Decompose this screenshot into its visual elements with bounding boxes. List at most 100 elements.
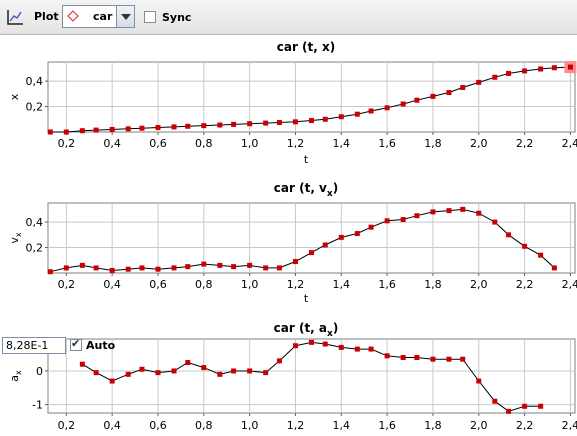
x-tick-label: 2,4 bbox=[562, 419, 577, 432]
data-point bbox=[93, 370, 99, 376]
data-point bbox=[384, 218, 390, 224]
x-tick-label: 0,6 bbox=[149, 419, 167, 432]
y-tick-label: 0,4 bbox=[26, 216, 44, 229]
y-tick-label: -1 bbox=[32, 399, 43, 412]
data-point bbox=[139, 366, 145, 372]
plot-chart-icon[interactable] bbox=[6, 8, 24, 26]
data-point bbox=[276, 265, 282, 271]
object-select[interactable]: car bbox=[62, 5, 135, 28]
data-point bbox=[476, 210, 482, 216]
data-point bbox=[309, 339, 314, 345]
x-tick-label: 1,6 bbox=[378, 137, 396, 150]
axis-max-input[interactable] bbox=[2, 337, 66, 354]
data-point bbox=[292, 119, 298, 125]
auto-checkbox[interactable] bbox=[70, 337, 82, 351]
data-point bbox=[109, 267, 115, 273]
plot-frame bbox=[47, 202, 576, 274]
data-point bbox=[217, 371, 223, 377]
data-point bbox=[538, 403, 544, 409]
x-tick-label: 0,2 bbox=[58, 137, 76, 150]
x-axis-label: t bbox=[304, 153, 309, 166]
plot-vx[interactable]: 0,2 0,4 0,6 0,8 1,0 1,2 1,4 1,6 1,8 2,0 2,2 2,4 0,2 0… bbox=[8, 181, 577, 305]
data-point bbox=[430, 356, 436, 362]
data-point bbox=[492, 74, 498, 80]
data-point bbox=[292, 259, 298, 265]
data-point bbox=[368, 108, 374, 114]
data-point bbox=[414, 355, 420, 360]
data-point bbox=[292, 343, 298, 349]
data-point bbox=[171, 368, 177, 374]
data-point bbox=[322, 242, 328, 248]
x-tick-label: 1,8 bbox=[424, 137, 442, 150]
object-select-value: car bbox=[93, 10, 113, 23]
data-point bbox=[400, 101, 406, 107]
data-point bbox=[63, 129, 69, 135]
data-point bbox=[247, 262, 253, 268]
series-line bbox=[50, 208, 555, 273]
data-point bbox=[492, 398, 498, 404]
x-tick-label: 0,2 bbox=[58, 278, 76, 291]
data-point bbox=[263, 370, 269, 376]
data-point bbox=[155, 125, 161, 131]
chart-title: car (t, vx) bbox=[274, 181, 338, 199]
data-point bbox=[231, 368, 237, 374]
x-tick-label: 1,4 bbox=[333, 137, 351, 150]
x-tick-label: 0,4 bbox=[103, 419, 121, 432]
x-tick-label: 1,0 bbox=[241, 419, 259, 432]
data-point bbox=[47, 129, 53, 135]
data-point bbox=[93, 265, 99, 271]
data-point bbox=[538, 252, 544, 258]
data-point bbox=[476, 79, 482, 85]
data-point bbox=[171, 265, 177, 271]
y-axis-label: ax bbox=[8, 370, 23, 382]
auto-label: Auto bbox=[86, 339, 116, 352]
x-tick-label: 2,0 bbox=[470, 137, 488, 150]
data-point bbox=[263, 265, 269, 271]
x-tick-label: 0,8 bbox=[195, 137, 213, 150]
data-point bbox=[506, 70, 512, 76]
data-point bbox=[201, 365, 207, 371]
data-point bbox=[125, 126, 131, 132]
x-tick-label: 2,2 bbox=[516, 419, 534, 432]
data-point bbox=[309, 250, 314, 256]
y-tick-label: 0,2 bbox=[26, 101, 44, 114]
x-tick-label: 1,0 bbox=[241, 137, 259, 150]
y-tick-label: 0 bbox=[36, 365, 43, 378]
data-point bbox=[247, 368, 253, 374]
data-point bbox=[276, 358, 282, 364]
sync-label: Sync bbox=[162, 11, 192, 24]
data-point bbox=[322, 341, 328, 347]
x-tick-label: 2,4 bbox=[562, 137, 577, 150]
data-point bbox=[338, 344, 344, 350]
data-point bbox=[506, 408, 512, 414]
plot-ax[interactable]: 0,2 0,4 0,6 0,8 1,0 1,2 1,4 1,6 1,8 2,0 2,2 2,4 0 -1 c… bbox=[8, 321, 577, 432]
plot-x[interactable]: 0,2 0,4 0,6 0,8 1,0 1,2 1,4 1,6 1,8 2,0 2,2 2,4 0,2 0… bbox=[8, 40, 577, 166]
x-tick-label: 0,6 bbox=[149, 278, 167, 291]
data-point bbox=[522, 68, 528, 74]
data-point bbox=[446, 90, 452, 96]
x-tick-label: 2,0 bbox=[470, 419, 488, 432]
diamond-icon bbox=[67, 10, 79, 22]
data-point bbox=[430, 209, 436, 215]
data-point bbox=[217, 262, 223, 268]
x-tick-label: 0,8 bbox=[195, 419, 213, 432]
sync-checkbox[interactable] bbox=[144, 11, 156, 23]
data-point bbox=[139, 125, 145, 131]
data-point bbox=[338, 234, 344, 240]
data-point bbox=[446, 208, 452, 214]
y-tick-label: 0,4 bbox=[26, 75, 44, 88]
data-point bbox=[538, 66, 544, 72]
x-tick-label: 0,4 bbox=[103, 278, 121, 291]
chart-title: car (t, x) bbox=[277, 40, 336, 54]
plot-label: Plot bbox=[34, 10, 59, 23]
chevron-down-icon[interactable] bbox=[116, 6, 134, 27]
data-point bbox=[384, 353, 390, 359]
y-axis-label: x bbox=[8, 93, 21, 100]
data-point bbox=[217, 122, 223, 128]
x-tick-label: 1,4 bbox=[333, 278, 351, 291]
data-point bbox=[109, 126, 115, 132]
x-tick-label: 1,2 bbox=[287, 419, 305, 432]
data-point bbox=[309, 118, 314, 124]
chart-title: car (t, ax) bbox=[274, 321, 339, 339]
data-point bbox=[79, 361, 85, 367]
